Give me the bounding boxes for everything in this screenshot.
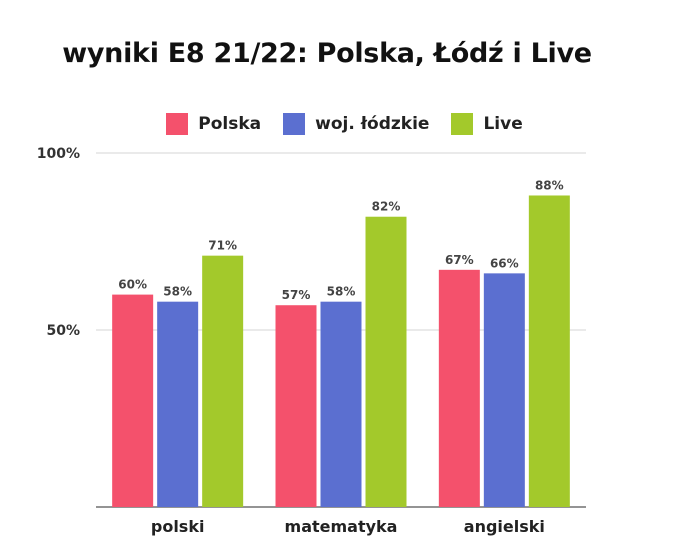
bar-matematyka-woj-lodzkie [320, 301, 362, 507]
bar-matematyka-polska [275, 305, 317, 507]
data-label-angielski-polska: 67% [445, 253, 474, 267]
chart-title: wyniki E8 21/22: Polska, Łódź i Live [62, 38, 592, 69]
bar-matematyka-live [365, 216, 407, 507]
data-label-polski-woj-lodzkie: 58% [163, 285, 192, 299]
x-tick-label-matematyka: matematyka [285, 517, 398, 536]
bar-angielski-polska [438, 269, 480, 507]
x-tick-label-polski: polski [151, 517, 205, 536]
legend-item-woj-lodzkie: woj. łódzkie [283, 113, 429, 135]
legend-item-polska: Polska [166, 113, 261, 135]
data-label-angielski-live: 88% [535, 178, 564, 192]
legend-swatch-woj-lodzkie [283, 113, 306, 135]
data-label-matematyka-woj-lodzkie: 58% [327, 285, 356, 299]
bar-polski-woj-lodzkie [157, 301, 199, 507]
data-label-polski-polska: 60% [118, 278, 147, 292]
x-tick-label-angielski: angielski [464, 517, 545, 536]
legend-item-live: Live [451, 113, 523, 135]
bar-angielski-woj-lodzkie [483, 273, 525, 507]
legend: Polska woj. łódzkie Live [0, 113, 689, 135]
bar-polski-live [202, 255, 244, 507]
legend-swatch-polska [166, 113, 189, 135]
y-tick-label-50: 50% [46, 323, 80, 339]
data-label-polski-live: 71% [208, 239, 237, 253]
data-label-matematyka-live: 82% [372, 200, 401, 214]
bar-angielski-live [528, 195, 570, 508]
legend-label-polska: Polska [198, 114, 262, 134]
bar-polski-polska [112, 294, 154, 507]
data-label-matematyka-polska: 57% [282, 288, 311, 302]
y-tick-label-100: 100% [37, 146, 80, 162]
data-label-angielski-woj-lodzkie: 66% [490, 256, 519, 270]
legend-swatch-live [451, 113, 474, 135]
legend-label-woj-lodzkie: woj. łódzkie [315, 114, 430, 134]
legend-label-live: Live [483, 114, 523, 134]
